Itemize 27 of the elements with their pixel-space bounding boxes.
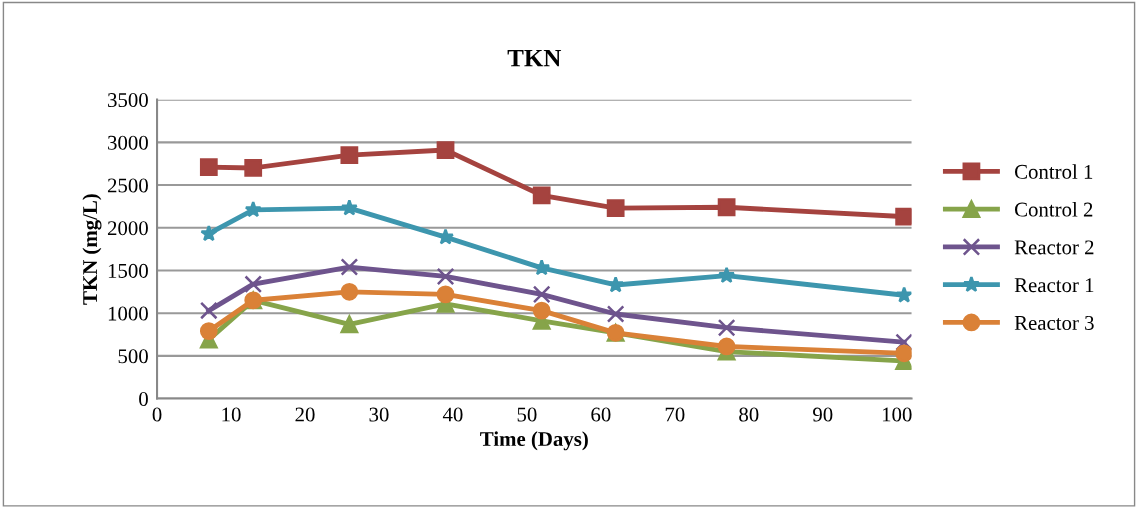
x-tick-label: 80: [739, 407, 759, 422]
x-tick-label: 10: [222, 407, 241, 422]
y-tick-label: 500: [118, 349, 148, 364]
legend-label: Control 2: [1014, 201, 1093, 217]
x-tick-label: 70: [665, 407, 685, 422]
legend-label: Reactor 3: [1014, 315, 1094, 330]
x-tick-label: 20: [295, 407, 315, 422]
legend-label: Reactor 1: [1014, 278, 1094, 293]
y-tick-label: 2000: [107, 221, 148, 236]
y-tick-label: 3000: [108, 135, 148, 150]
x-tick-label: 0: [152, 407, 162, 422]
x-tick-label: 50: [517, 407, 537, 422]
legend-label: Reactor 2: [1014, 240, 1094, 255]
y-tick-label: 1500: [108, 263, 148, 278]
x-tick-label: 90: [813, 407, 833, 422]
x-tick-label: 60: [591, 407, 611, 422]
x-tick-label: 100: [882, 407, 912, 422]
y-tick-label: 1000: [108, 306, 148, 321]
x-tick-label: 40: [442, 407, 463, 422]
legend-label: Control 1: [1014, 164, 1093, 179]
y-tick-label: 0: [139, 391, 148, 407]
x-axis-title: Time (Days): [480, 431, 588, 451]
y-tick-label: 2500: [107, 178, 148, 193]
x-tick-label: 30: [369, 407, 389, 422]
chart-title: TKN: [507, 49, 562, 67]
y-axis-title: TKN (mg/L): [82, 194, 102, 305]
y-tick-label: 3500: [108, 93, 148, 108]
